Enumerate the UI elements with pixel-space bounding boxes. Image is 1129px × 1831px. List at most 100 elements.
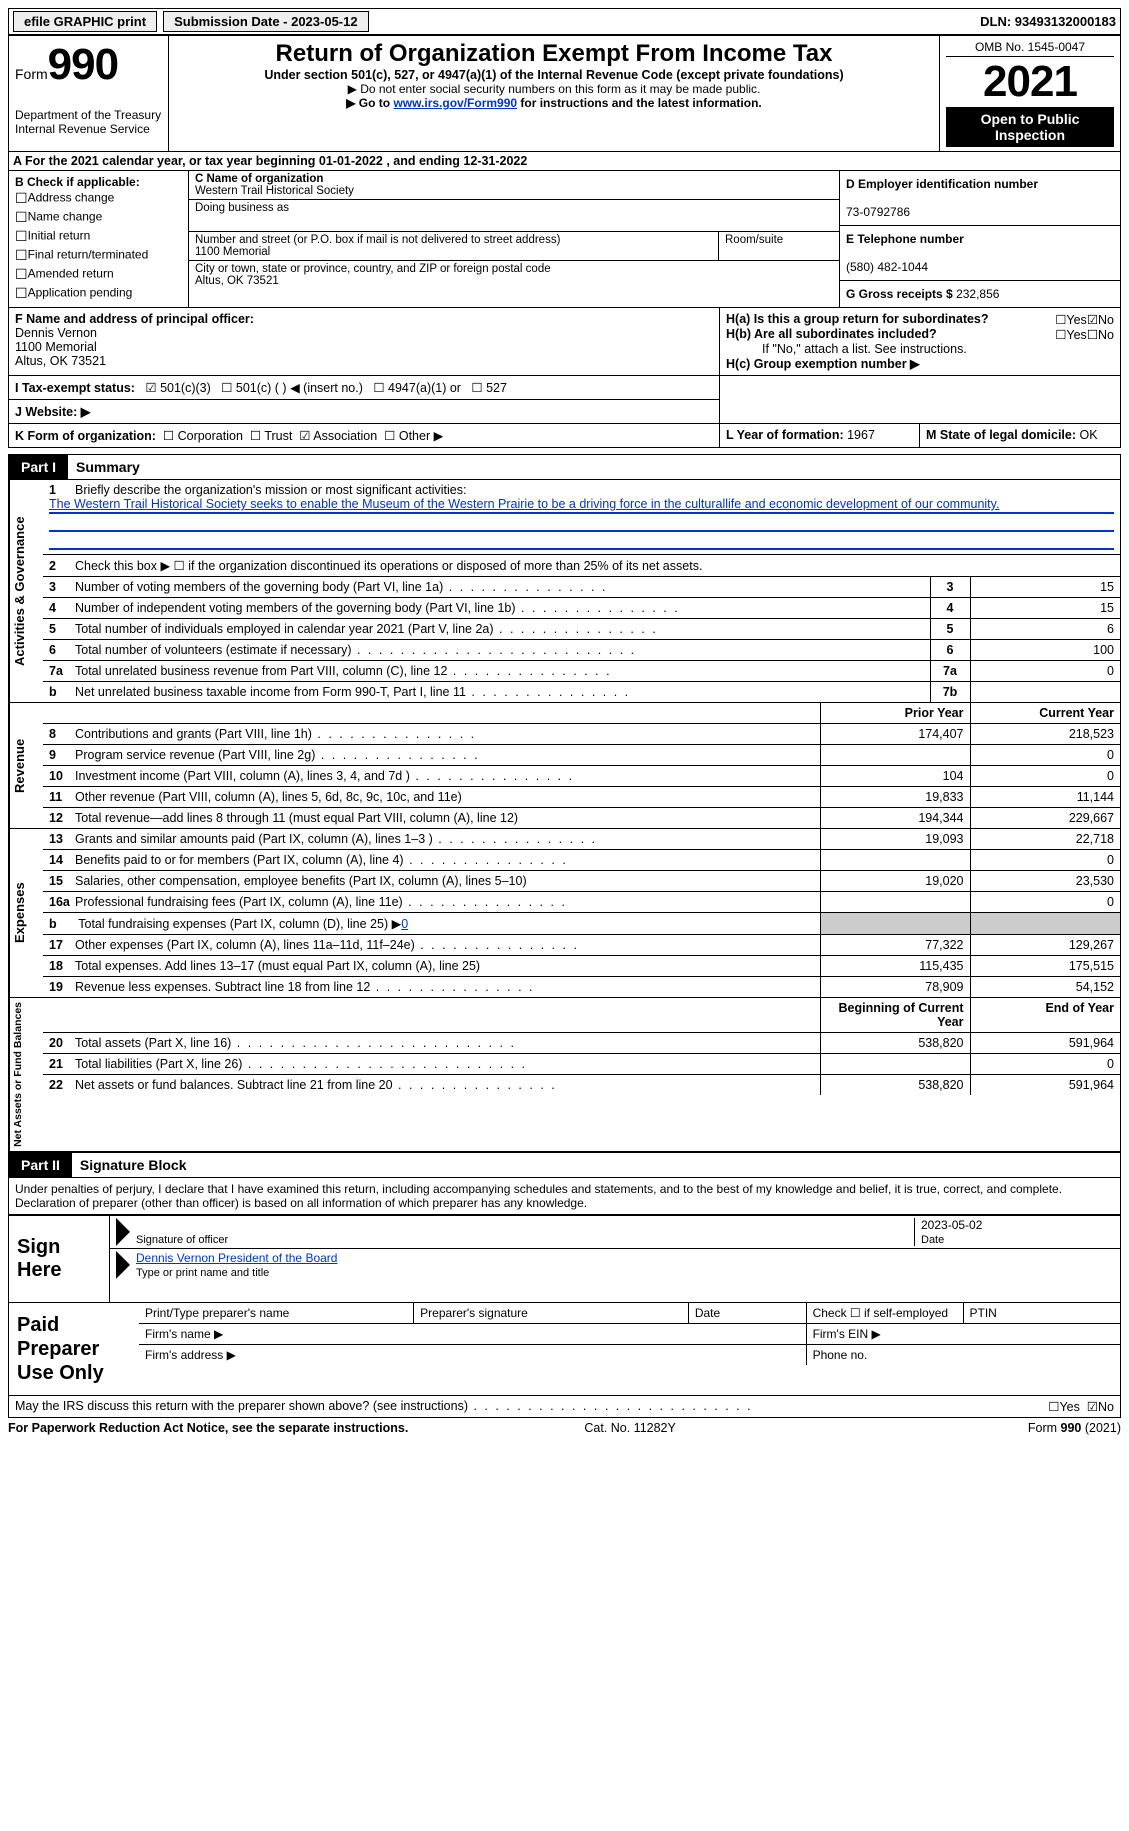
box-k-label: K Form of organization: bbox=[15, 429, 156, 443]
form-number: 990 bbox=[48, 40, 118, 89]
chk-name-change[interactable]: Name change bbox=[15, 208, 182, 227]
p15: 19,020 bbox=[820, 871, 970, 892]
ptin-label: PTIN bbox=[963, 1303, 1120, 1324]
dln: DLN: 93493132000183 bbox=[980, 14, 1116, 29]
paid-preparer-label: Paid Preparer Use Only bbox=[9, 1303, 139, 1395]
line14: Benefits paid to or for members (Part IX… bbox=[75, 853, 568, 867]
part1-tab: Part I bbox=[9, 455, 68, 479]
p10: 104 bbox=[820, 766, 970, 787]
vlabel-revenue: Revenue bbox=[9, 703, 43, 828]
c19: 54,152 bbox=[970, 977, 1120, 998]
summary-expenses: Expenses 13Grants and similar amounts pa… bbox=[8, 829, 1121, 998]
ha-yes[interactable]: ☐Yes bbox=[1055, 312, 1087, 327]
firm-name-label: Firm's name ▶ bbox=[139, 1323, 806, 1344]
p22: 538,820 bbox=[820, 1075, 970, 1096]
prep-check-label[interactable]: Check ☐ if self-employed bbox=[806, 1303, 963, 1324]
chk-amended-return[interactable]: Amended return bbox=[15, 265, 182, 284]
box-g-label: G Gross receipts $ bbox=[846, 287, 953, 301]
discuss-no[interactable]: No bbox=[1098, 1400, 1114, 1414]
line9: Program service revenue (Part VIII, line… bbox=[75, 748, 480, 762]
name-title-label: Type or print name and title bbox=[136, 1267, 269, 1279]
ha-no[interactable]: ☑No bbox=[1087, 312, 1114, 327]
irs-form990-link[interactable]: www.irs.gov/Form990 bbox=[393, 96, 517, 110]
c13: 22,718 bbox=[970, 829, 1120, 850]
opt-501c3[interactable]: 501(c)(3) bbox=[160, 381, 211, 395]
val-6: 100 bbox=[970, 640, 1120, 661]
sign-here-label: Sign Here bbox=[9, 1216, 109, 1302]
c16b bbox=[970, 913, 1120, 935]
irs-discuss-row: May the IRS discuss this return with the… bbox=[8, 1396, 1121, 1418]
hb-no[interactable]: ☐No bbox=[1087, 327, 1114, 342]
telephone: (580) 482-1044 bbox=[846, 260, 928, 274]
form-header: Form990 Department of the Treasury Inter… bbox=[8, 35, 1121, 152]
p13: 19,093 bbox=[820, 829, 970, 850]
arrow-icon bbox=[116, 1218, 130, 1246]
col-current: Current Year bbox=[970, 703, 1120, 724]
line6: Total number of volunteers (estimate if … bbox=[75, 643, 636, 657]
c17: 129,267 bbox=[970, 935, 1120, 956]
opt-501c[interactable]: 501(c) ( ) ◀ (insert no.) bbox=[236, 381, 363, 395]
line21: Total liabilities (Part X, line 26) bbox=[75, 1057, 527, 1071]
opt-trust[interactable]: Trust bbox=[264, 429, 292, 443]
part2-header: Part II Signature Block bbox=[8, 1152, 1121, 1178]
vlabel-expenses: Expenses bbox=[9, 829, 43, 997]
org-form-row: K Form of organization: ☐ Corporation ☐ … bbox=[8, 424, 1121, 448]
chk-initial-return[interactable]: Initial return bbox=[15, 227, 182, 246]
line22: Net assets or fund balances. Subtract li… bbox=[75, 1078, 557, 1092]
box-i-label: I Tax-exempt status: bbox=[15, 381, 135, 395]
officer-group-row: F Name and address of principal officer:… bbox=[8, 308, 1121, 376]
p11: 19,833 bbox=[820, 787, 970, 808]
p21 bbox=[820, 1054, 970, 1075]
line20: Total assets (Part X, line 16) bbox=[75, 1036, 516, 1050]
p12: 194,344 bbox=[820, 808, 970, 829]
header-boxes: B Check if applicable: Address change Na… bbox=[8, 171, 1121, 308]
val-5: 6 bbox=[970, 619, 1120, 640]
irs-label: Internal Revenue Service bbox=[15, 122, 150, 136]
line1-label: Briefly describe the organization's miss… bbox=[75, 483, 466, 497]
p8: 174,407 bbox=[820, 724, 970, 745]
cat-no: Cat. No. 11282Y bbox=[584, 1421, 676, 1435]
chk-address-change[interactable]: Address change bbox=[15, 189, 182, 208]
hb-label: H(b) Are all subordinates included? bbox=[726, 327, 1055, 342]
dept-treasury: Department of the Treasury bbox=[15, 108, 161, 122]
box-j-label: J Website: ▶ bbox=[15, 405, 90, 419]
hb-yes[interactable]: ☐Yes bbox=[1055, 327, 1087, 342]
paid-preparer-block: Paid Preparer Use Only Print/Type prepar… bbox=[8, 1303, 1121, 1396]
p16b bbox=[820, 913, 970, 935]
c21: 0 bbox=[970, 1054, 1120, 1075]
open-to-public: Open to Public Inspection bbox=[946, 107, 1114, 147]
c9: 0 bbox=[970, 745, 1120, 766]
box-l-label: L Year of formation: bbox=[726, 428, 844, 442]
discuss-yes[interactable]: Yes bbox=[1059, 1400, 1079, 1414]
opt-other[interactable]: Other ▶ bbox=[399, 429, 443, 443]
vlabel-governance: Activities & Governance bbox=[9, 480, 43, 702]
efile-print-button[interactable]: efile GRAPHIC print bbox=[13, 11, 157, 32]
summary-revenue: Revenue Prior YearCurrent Year 8Contribu… bbox=[8, 703, 1121, 829]
line16a: Professional fundraising fees (Part IX, … bbox=[75, 895, 567, 909]
form-ref: Form 990 (2021) bbox=[1028, 1421, 1121, 1435]
box-m-label: M State of legal domicile: bbox=[926, 428, 1076, 442]
line8: Contributions and grants (Part VIII, lin… bbox=[75, 727, 476, 741]
line4: Number of independent voting members of … bbox=[75, 601, 680, 615]
opt-4947[interactable]: 4947(a)(1) or bbox=[388, 381, 461, 395]
line10: Investment income (Part VIII, column (A)… bbox=[75, 769, 574, 783]
submission-date: Submission Date - 2023-05-12 bbox=[163, 11, 369, 32]
c15: 23,530 bbox=[970, 871, 1120, 892]
state-domicile: OK bbox=[1080, 428, 1098, 442]
prep-name-label: Print/Type preparer's name bbox=[139, 1303, 414, 1324]
box-b-label: B Check if applicable: bbox=[15, 175, 140, 189]
chk-final-return[interactable]: Final return/terminated bbox=[15, 246, 182, 265]
box-d-label: D Employer identification number bbox=[846, 177, 1038, 191]
p20: 538,820 bbox=[820, 1033, 970, 1054]
col-prior: Prior Year bbox=[820, 703, 970, 724]
form-word: Form bbox=[15, 66, 48, 82]
form-title: Return of Organization Exempt From Incom… bbox=[175, 40, 933, 68]
opt-527[interactable]: 527 bbox=[486, 381, 507, 395]
chk-app-pending[interactable]: Application pending bbox=[15, 284, 182, 303]
c10: 0 bbox=[970, 766, 1120, 787]
line12: Total revenue—add lines 8 through 11 (mu… bbox=[75, 811, 518, 825]
opt-corp[interactable]: Corporation bbox=[178, 429, 243, 443]
p18: 115,435 bbox=[820, 956, 970, 977]
opt-assoc[interactable]: Association bbox=[313, 429, 377, 443]
phone-label: Phone no. bbox=[806, 1344, 1120, 1365]
